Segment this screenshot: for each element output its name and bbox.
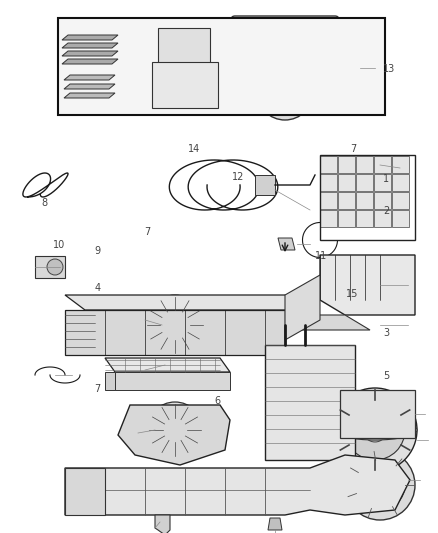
Polygon shape [268, 518, 282, 530]
Text: 4: 4 [94, 283, 100, 293]
Bar [320, 174, 337, 191]
Circle shape [363, 418, 387, 442]
Bar [356, 174, 373, 191]
Polygon shape [65, 455, 410, 515]
Polygon shape [62, 59, 118, 64]
Circle shape [159, 78, 167, 86]
Bar [35, 256, 65, 278]
Text: 5: 5 [383, 371, 389, 381]
Bar [392, 174, 409, 191]
Text: 10: 10 [53, 240, 65, 250]
Polygon shape [65, 468, 105, 515]
Polygon shape [65, 295, 305, 310]
Text: 8: 8 [42, 198, 48, 207]
Text: 6: 6 [215, 396, 221, 406]
Bar [338, 192, 355, 209]
Bar [338, 174, 355, 191]
Polygon shape [152, 62, 218, 108]
Bar [374, 210, 391, 227]
Bar [320, 156, 337, 173]
Bar [338, 156, 355, 173]
FancyBboxPatch shape [231, 16, 339, 84]
Text: 3: 3 [383, 328, 389, 338]
Polygon shape [265, 345, 355, 460]
Bar [356, 156, 373, 173]
Circle shape [166, 41, 174, 49]
Circle shape [257, 64, 313, 120]
Polygon shape [340, 390, 415, 438]
Ellipse shape [333, 420, 417, 440]
Text: 15: 15 [346, 289, 358, 299]
Bar [374, 174, 391, 191]
Bar [356, 210, 373, 227]
Polygon shape [105, 358, 230, 372]
Ellipse shape [360, 404, 394, 424]
Bar [392, 192, 409, 209]
Circle shape [198, 91, 206, 99]
Bar [374, 192, 391, 209]
Bar [338, 210, 355, 227]
Circle shape [271, 78, 299, 106]
Circle shape [159, 91, 167, 99]
Polygon shape [62, 35, 118, 40]
Text: 7: 7 [94, 384, 100, 394]
Bar [392, 156, 409, 173]
Circle shape [198, 78, 206, 86]
Polygon shape [118, 405, 230, 465]
Circle shape [166, 53, 174, 61]
Polygon shape [278, 238, 295, 250]
Bar [320, 210, 337, 227]
Bar [356, 192, 373, 209]
Circle shape [345, 400, 405, 460]
Circle shape [325, 87, 335, 97]
Circle shape [345, 450, 415, 520]
Polygon shape [320, 255, 415, 315]
Text: 11: 11 [315, 251, 328, 261]
Circle shape [47, 259, 63, 275]
Circle shape [160, 310, 190, 340]
Text: 1: 1 [383, 174, 389, 183]
Circle shape [147, 402, 203, 458]
Text: 14: 14 [188, 144, 201, 154]
Polygon shape [64, 93, 115, 98]
Polygon shape [58, 18, 385, 115]
Text: 13: 13 [383, 64, 396, 74]
Ellipse shape [352, 399, 402, 429]
Text: 7: 7 [350, 144, 357, 154]
Bar [392, 210, 409, 227]
Text: 7: 7 [145, 227, 151, 237]
Circle shape [167, 422, 183, 438]
Polygon shape [155, 515, 170, 533]
Polygon shape [285, 275, 320, 340]
Bar [320, 192, 337, 209]
Circle shape [343, 87, 353, 97]
Text: 12: 12 [232, 172, 244, 182]
Text: 9: 9 [94, 246, 100, 255]
Polygon shape [285, 315, 370, 330]
Polygon shape [64, 84, 115, 89]
Bar [374, 156, 391, 173]
Polygon shape [115, 372, 230, 390]
Text: 2: 2 [383, 206, 389, 215]
Polygon shape [105, 372, 115, 390]
Circle shape [333, 388, 417, 472]
Polygon shape [64, 75, 115, 80]
Polygon shape [62, 43, 118, 48]
Circle shape [355, 460, 405, 510]
Polygon shape [62, 51, 118, 56]
Polygon shape [158, 28, 210, 68]
Circle shape [145, 295, 205, 355]
Polygon shape [65, 310, 285, 355]
Polygon shape [255, 175, 275, 195]
